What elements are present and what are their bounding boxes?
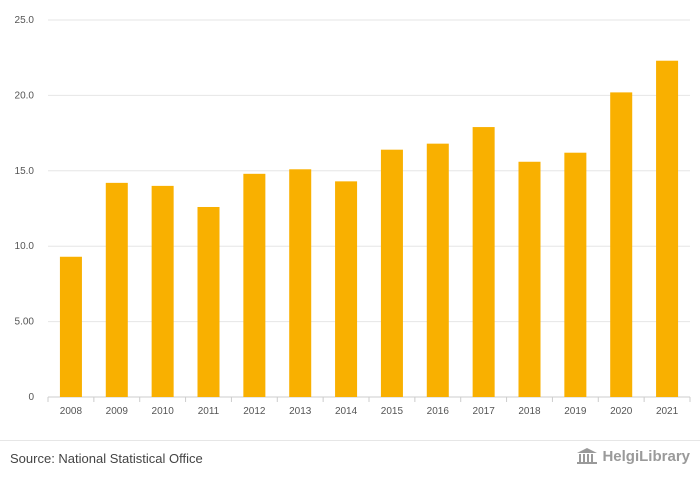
grid-lines [48,19,690,398]
y-tick-label: 25.0 [15,15,35,26]
x-tick-label: 2015 [381,406,404,417]
bar-2015[interactable] [380,149,403,397]
bar-2013[interactable] [289,169,312,397]
bar-2021[interactable] [656,60,679,397]
x-tick-label: 2010 [152,406,175,417]
x-tick-label: 2017 [473,406,496,417]
bar-2009[interactable] [105,182,128,397]
library-building-icon [577,448,598,464]
brand-name: HelgiLibrary [602,447,690,465]
helgi-library-logo[interactable]: HelgiLibrary [576,447,690,465]
bar-2011[interactable] [197,206,220,397]
y-tick-label: 10.0 [15,241,35,252]
x-tick-label: 2013 [289,406,312,417]
x-tick-label: 2019 [564,406,587,417]
x-tick-label: 2021 [656,406,679,417]
x-tick-label: 2011 [198,406,220,417]
bar-2020[interactable] [610,92,633,397]
y-tick-label: 20.0 [15,90,35,101]
x-tick-label: 2008 [60,406,83,417]
x-tick-label: 2014 [335,406,358,417]
bars [59,60,679,398]
footer-divider [0,440,700,441]
bar-2012[interactable] [243,173,266,397]
x-tick-label: 2018 [518,406,541,417]
x-axis-ticks: 2008 2009 2010 2011 2012 2013 2014 2015 2016 2017… [47,397,691,417]
bar-2014[interactable] [335,181,358,397]
bar-2008[interactable] [59,256,82,397]
y-axis-ticks: 0 5.00 10.0 15.0 20.0 25.0 [15,15,35,403]
bar-2018[interactable] [518,161,541,397]
bar-2010[interactable] [151,185,174,397]
bar-2017[interactable] [472,127,495,398]
y-tick-label: 0 [28,392,34,403]
bar-2019[interactable] [564,152,587,397]
source-label: Source: National Statistical Office [10,451,203,466]
x-tick-label: 2016 [427,406,450,417]
x-tick-label: 2009 [106,406,129,417]
y-tick-label: 15.0 [15,166,35,177]
y-tick-label: 5.00 [15,317,35,328]
bar-2016[interactable] [426,143,449,397]
x-tick-label: 2012 [243,406,266,417]
x-tick-label: 2020 [610,406,633,417]
